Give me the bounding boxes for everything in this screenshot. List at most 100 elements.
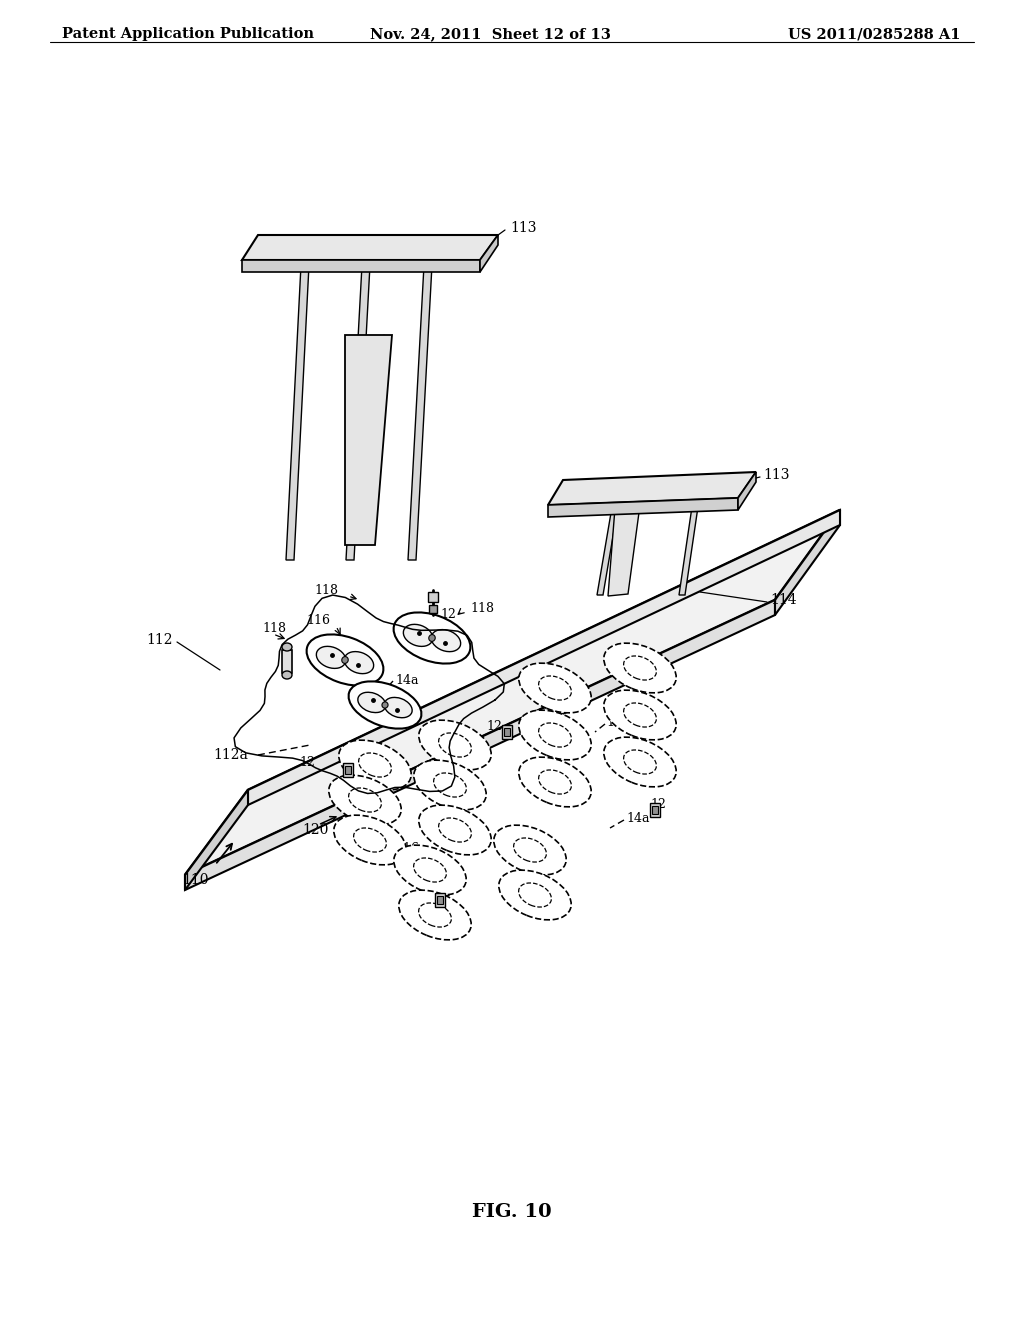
Polygon shape [502,725,512,739]
Polygon shape [343,763,353,777]
Ellipse shape [624,704,656,727]
Ellipse shape [419,903,452,927]
Ellipse shape [539,676,571,700]
Ellipse shape [438,733,471,758]
Ellipse shape [419,805,492,855]
Ellipse shape [514,838,547,862]
Polygon shape [185,789,248,890]
Ellipse shape [393,612,470,664]
Polygon shape [775,510,840,615]
Ellipse shape [382,702,388,708]
Ellipse shape [431,630,461,652]
Ellipse shape [398,890,471,940]
Ellipse shape [329,775,401,825]
Text: 118: 118 [470,602,494,615]
Ellipse shape [419,721,492,770]
Polygon shape [504,729,510,737]
Polygon shape [548,473,756,506]
Ellipse shape [348,788,381,812]
Ellipse shape [539,770,571,795]
Text: 12: 12 [299,755,315,768]
Text: 116: 116 [306,614,330,627]
Polygon shape [282,649,292,673]
Polygon shape [242,235,498,260]
Text: 12: 12 [435,886,451,899]
Ellipse shape [494,825,566,875]
Polygon shape [679,500,699,595]
Text: 12: 12 [486,719,502,733]
Ellipse shape [604,690,676,741]
Polygon shape [435,894,445,907]
Text: 114: 114 [347,374,374,387]
Ellipse shape [624,656,656,680]
Polygon shape [480,235,498,272]
Polygon shape [738,473,756,510]
Ellipse shape [353,828,386,851]
Text: 12: 12 [650,799,666,812]
Text: 112: 112 [146,634,173,647]
Text: 113: 113 [763,469,790,482]
Ellipse shape [433,774,466,797]
Text: 116: 116 [606,715,630,729]
Ellipse shape [394,845,466,895]
Text: 120: 120 [302,822,329,837]
Ellipse shape [519,663,591,713]
Text: 113: 113 [510,220,537,235]
Ellipse shape [282,671,292,678]
Ellipse shape [344,652,374,673]
Ellipse shape [499,870,571,920]
Text: FIG. 10: FIG. 10 [472,1203,552,1221]
Ellipse shape [414,858,446,882]
Text: 14a: 14a [626,812,649,825]
Polygon shape [345,335,392,545]
Ellipse shape [357,692,386,713]
Ellipse shape [384,697,413,718]
Polygon shape [608,506,640,597]
Ellipse shape [539,723,571,747]
Ellipse shape [282,643,292,651]
Polygon shape [437,896,443,904]
Polygon shape [286,265,309,560]
Ellipse shape [306,635,383,685]
Ellipse shape [348,681,422,729]
Polygon shape [408,265,432,560]
Ellipse shape [519,710,591,760]
Text: 12: 12 [440,607,456,620]
Ellipse shape [518,883,551,907]
Text: 118: 118 [314,585,338,598]
Polygon shape [185,510,840,875]
Ellipse shape [339,741,412,789]
Text: US 2011/0285288 A1: US 2011/0285288 A1 [787,26,961,41]
Text: 118: 118 [262,622,286,635]
Text: 14a: 14a [395,673,419,686]
Polygon shape [346,265,370,560]
Polygon shape [597,507,618,595]
Text: Patent Application Publication: Patent Application Publication [62,26,314,41]
Ellipse shape [624,750,656,774]
Polygon shape [429,605,437,612]
Text: 116: 116 [395,842,419,854]
Ellipse shape [604,643,676,693]
Ellipse shape [519,758,591,807]
Polygon shape [652,807,658,814]
Text: 114: 114 [770,593,797,607]
Polygon shape [185,601,775,890]
Ellipse shape [604,737,676,787]
Text: 112a: 112a [213,748,248,762]
Ellipse shape [403,624,433,647]
Text: 110: 110 [182,873,209,887]
Ellipse shape [429,635,435,642]
Polygon shape [248,510,840,805]
Ellipse shape [414,760,486,810]
Polygon shape [548,498,738,517]
Ellipse shape [316,647,346,668]
Polygon shape [345,766,351,774]
Ellipse shape [342,656,348,664]
Ellipse shape [334,816,407,865]
Ellipse shape [358,752,391,777]
Ellipse shape [438,818,471,842]
Polygon shape [242,260,480,272]
Polygon shape [650,803,660,817]
Polygon shape [428,591,438,602]
Text: Nov. 24, 2011  Sheet 12 of 13: Nov. 24, 2011 Sheet 12 of 13 [370,26,610,41]
